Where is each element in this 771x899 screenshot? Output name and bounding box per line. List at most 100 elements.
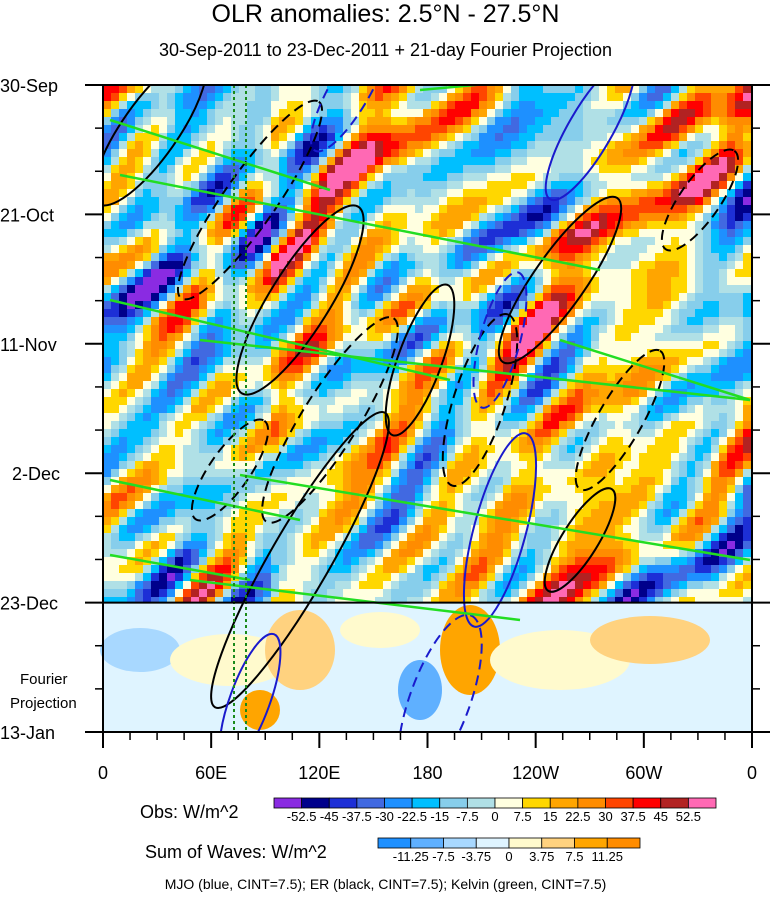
obs-cell	[319, 149, 328, 158]
obs-cell	[279, 261, 288, 270]
obs-cell	[111, 245, 120, 254]
obs-cell	[255, 141, 264, 150]
obs-cell	[727, 261, 736, 270]
obs-cell	[607, 357, 616, 366]
obs-cell	[247, 517, 256, 526]
obs-cell	[359, 365, 368, 374]
obs-cell	[359, 293, 368, 302]
obs-cell	[663, 517, 672, 526]
obs-cell	[583, 109, 592, 118]
obs-cell	[215, 101, 224, 110]
obs-cell	[663, 461, 672, 470]
obs-cell	[119, 85, 128, 94]
obs-cell	[279, 277, 288, 286]
obs-cell	[519, 237, 528, 246]
obs-cell	[695, 261, 704, 270]
obs-cell	[727, 85, 736, 94]
obs-cell	[679, 221, 688, 230]
obs-cell	[519, 445, 528, 454]
obs-cell	[215, 261, 224, 270]
obs-cell	[199, 541, 208, 550]
obs-cell	[231, 389, 240, 398]
obs-cell	[423, 101, 432, 110]
obs-cell	[151, 397, 160, 406]
obs-cell	[103, 453, 112, 462]
obs-cell	[559, 293, 568, 302]
obs-cell	[279, 501, 288, 510]
obs-cell	[695, 373, 704, 382]
obs-cell	[151, 349, 160, 358]
obs-cell	[207, 253, 216, 262]
obs-cell	[367, 365, 376, 374]
obs-cell	[127, 229, 136, 238]
obs-cell	[599, 517, 608, 526]
obs-cell	[599, 333, 608, 342]
obs-cell	[567, 437, 576, 446]
obs-cell	[335, 221, 344, 230]
obs-cell	[287, 373, 296, 382]
obs-cell	[135, 501, 144, 510]
obs-cell	[183, 349, 192, 358]
obs-cell	[439, 485, 448, 494]
obs-cell	[679, 509, 688, 518]
obs-cell	[743, 509, 752, 518]
obs-cell	[327, 229, 336, 238]
obs-cell	[471, 565, 480, 574]
obs-cell	[711, 197, 720, 206]
obs-cell	[647, 469, 656, 478]
obs-cell	[439, 517, 448, 526]
obs-cell	[215, 141, 224, 150]
obs-cell	[295, 261, 304, 270]
obs-cell	[431, 517, 440, 526]
obs-cell	[479, 325, 488, 334]
obs-cell	[383, 317, 392, 326]
obs-cell	[559, 413, 568, 422]
obs-cell	[103, 157, 112, 166]
obs-cell	[559, 221, 568, 230]
obs-cell	[631, 237, 640, 246]
obs-cell	[671, 149, 680, 158]
obs-cell	[175, 437, 184, 446]
obs-cell	[639, 373, 648, 382]
obs-cell	[295, 381, 304, 390]
obs-cell	[527, 245, 536, 254]
obs-cell	[175, 421, 184, 430]
obs-cell	[271, 221, 280, 230]
obs-cell	[743, 261, 752, 270]
obs-cell	[127, 549, 136, 558]
obs-cell	[727, 445, 736, 454]
obs-cell	[503, 285, 512, 294]
obs-cell	[511, 437, 520, 446]
obs-cell	[695, 229, 704, 238]
obs-cell	[119, 141, 128, 150]
obs-cell	[311, 269, 320, 278]
obs-cell	[439, 261, 448, 270]
obs-cell	[375, 325, 384, 334]
obs-cell	[159, 501, 168, 510]
obs-cell	[679, 269, 688, 278]
obs-cell	[463, 525, 472, 534]
obs-cell	[519, 357, 528, 366]
obs-cell	[591, 293, 600, 302]
obs-cell	[279, 541, 288, 550]
obs-cell	[687, 349, 696, 358]
obs-cell	[431, 221, 440, 230]
obs-cell	[487, 141, 496, 150]
obs-cell	[703, 525, 712, 534]
obs-cell	[111, 557, 120, 566]
obs-cell	[743, 149, 752, 158]
obs-cell	[383, 381, 392, 390]
obs-cell	[655, 205, 664, 214]
obs-cell	[215, 269, 224, 278]
obs-cell	[559, 493, 568, 502]
obs-cell	[367, 501, 376, 510]
obs-cell	[663, 157, 672, 166]
obs-cell	[495, 381, 504, 390]
obs-cell	[663, 565, 672, 574]
obs-cell	[199, 565, 208, 574]
obs-cell	[111, 237, 120, 246]
obs-cell	[223, 141, 232, 150]
obs-cell	[711, 517, 720, 526]
obs-cell	[391, 189, 400, 198]
obs-cell	[727, 125, 736, 134]
